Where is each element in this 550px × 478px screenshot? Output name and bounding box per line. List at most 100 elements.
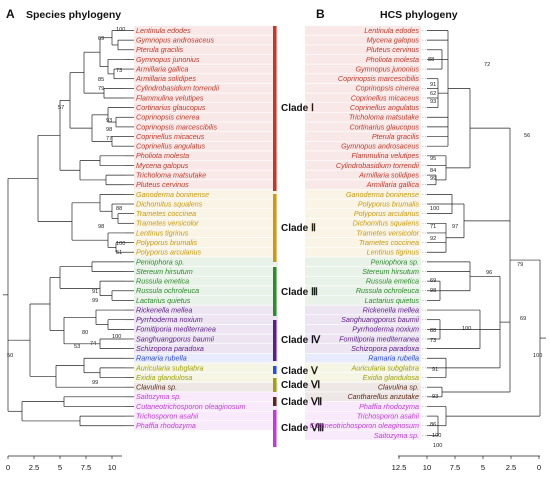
label-highlight — [305, 247, 421, 257]
label-highlight — [134, 151, 278, 161]
species-label: Lactarius quietus — [136, 296, 191, 305]
species-label: Polyporus arcularius — [136, 248, 202, 257]
label-highlight — [305, 112, 421, 122]
label-highlight — [134, 237, 278, 247]
species-label: Stereum hirsutum — [136, 267, 193, 276]
species-label: Dichomitus squalens — [353, 219, 420, 228]
species-label: Ramaria rubella — [368, 354, 419, 363]
species-label: Pholiota molesta — [136, 151, 189, 160]
species-label: Flammulina velutipes — [351, 151, 419, 160]
species-label: Mycena galopus — [367, 36, 420, 45]
label-highlight — [305, 411, 421, 421]
label-highlight — [305, 372, 421, 382]
label-highlight — [305, 83, 421, 93]
species-label: Pholiota molesta — [366, 55, 419, 64]
label-highlight — [305, 315, 421, 325]
species-label: Cortinarius glaucopus — [349, 122, 419, 131]
support-value: 62 — [430, 91, 436, 97]
support-value: 98 — [106, 127, 112, 133]
species-label: Cortinarius glaucopus — [136, 103, 206, 112]
species-label: Lentinus tigrinus — [136, 228, 189, 237]
label-highlight — [134, 324, 278, 334]
label-highlight — [134, 247, 278, 257]
species-label: Phaffia rhodozyma — [136, 421, 196, 430]
support-value: 100 — [433, 443, 442, 449]
species-tree — [3, 30, 134, 427]
label-highlight — [305, 25, 421, 35]
support-value: 50 — [7, 353, 13, 359]
label-highlight — [134, 392, 278, 402]
species-label: Trametes coccinea — [136, 209, 196, 218]
support-value: 73 — [430, 338, 436, 344]
label-highlight — [305, 392, 421, 402]
label-highlight — [134, 228, 278, 238]
species-label: Exidia glandulosa — [136, 373, 192, 382]
clade-label: Clade Ⅵ — [281, 380, 320, 391]
species-label: Cutaneotrichosporon oleaginosum — [310, 421, 419, 430]
species-label: Armillaria solidipes — [135, 74, 196, 83]
axis-tick-label: 0 — [537, 463, 541, 472]
label-highlight — [305, 305, 421, 315]
species-tree-scale-axis: 0 2.5 5 7.5 10 — [6, 455, 122, 472]
label-highlight — [305, 218, 421, 228]
label-highlight — [134, 276, 278, 286]
hcs-tree-scale-axis: 12.5 10 7.5 5 2.5 0 — [392, 455, 541, 472]
clade-bar — [273, 410, 277, 447]
label-highlight — [134, 266, 278, 276]
label-highlight — [305, 276, 421, 286]
label-highlight — [305, 257, 421, 267]
species-label: Lentinus tigrinus — [367, 248, 420, 257]
species-label: Ganoderma boninense — [136, 190, 209, 199]
support-value: 57 — [58, 105, 64, 111]
label-highlight — [134, 103, 278, 113]
axis-tick-label: 12.5 — [392, 463, 407, 472]
species-label: Peniophora sp. — [371, 257, 419, 266]
species-label: Trametes versicolor — [136, 219, 199, 228]
label-highlight — [134, 35, 278, 45]
species-label: Polyporus brumalis — [136, 238, 198, 247]
species-label: Trametes versicolor — [356, 228, 419, 237]
species-label: Lentinula edodes — [136, 26, 191, 35]
label-highlight — [134, 401, 278, 411]
support-value: 98 — [430, 288, 436, 294]
hcs-tree — [422, 30, 546, 436]
species-label: Armillaria gallica — [135, 64, 188, 73]
species-label: Polyporus arcularius — [354, 209, 420, 218]
label-highlight — [305, 170, 421, 180]
support-value: 99 — [92, 298, 98, 304]
support-value: 74 — [90, 341, 96, 347]
species-label: Coprinellus micaceus — [351, 93, 420, 102]
label-highlight — [134, 257, 278, 267]
species-label: Fomitiporia mediterranea — [339, 334, 419, 343]
label-highlight — [134, 25, 278, 35]
label-highlight — [134, 141, 278, 151]
label-highlight — [305, 344, 421, 354]
species-label: Pterula gracilis — [372, 132, 420, 141]
species-label: Saitozyma sp. — [374, 431, 419, 440]
axis-tick-label: 5 — [58, 463, 62, 472]
species-label: Flammulina velutipes — [136, 93, 204, 102]
clade-bar — [273, 378, 277, 392]
label-highlight — [305, 209, 421, 219]
label-highlight — [134, 45, 278, 55]
species-label: Gymnopus junonius — [355, 64, 419, 73]
label-highlight — [305, 160, 421, 170]
clade-label: Clade Ⅶ — [281, 397, 322, 408]
species-label: Phaffia rhodozyma — [359, 402, 419, 411]
species-label: Gymnopus androsaceus — [136, 36, 214, 45]
species-label: Pterula gracilis — [136, 45, 184, 54]
label-highlight — [134, 295, 278, 305]
species-label: Cylindrobasidium torrendii — [336, 161, 419, 170]
label-highlight — [305, 382, 421, 392]
support-value: 77 — [106, 136, 112, 142]
label-highlight — [134, 199, 278, 209]
support-value: 93 — [106, 118, 112, 124]
support-value: 100 — [112, 334, 121, 340]
species-label: Stereum hirsutum — [362, 267, 419, 276]
label-highlight — [134, 170, 278, 180]
label-highlight — [305, 353, 421, 363]
label-highlight — [134, 286, 278, 296]
label-highlight — [305, 237, 421, 247]
species-label: Coprinopsis cinerea — [355, 84, 419, 93]
